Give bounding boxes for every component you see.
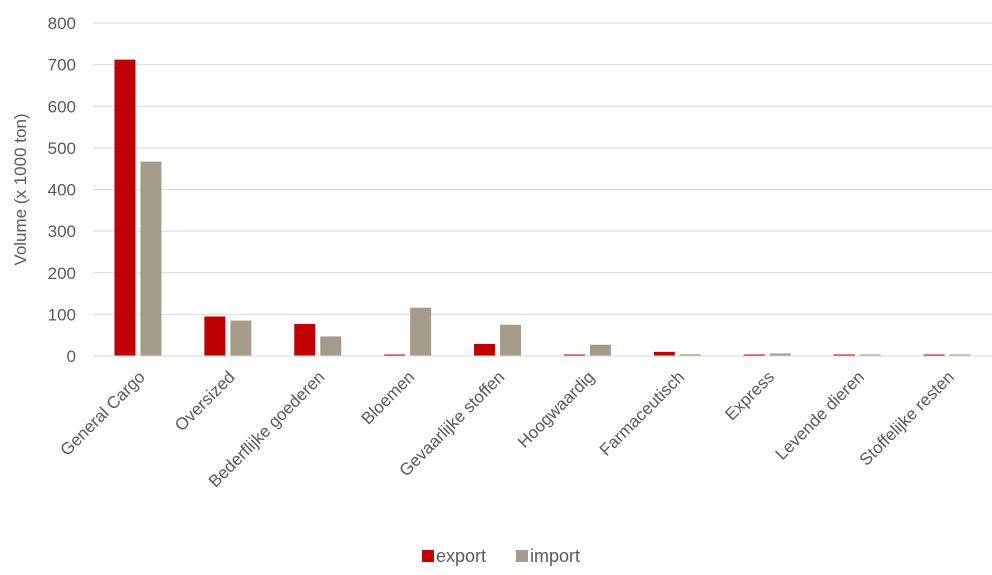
bar-import (140, 161, 162, 356)
bar-export (474, 343, 496, 356)
y-tick-label: 800 (48, 14, 76, 33)
bar-import (679, 354, 701, 356)
x-category-label: Stoffelijke resten (856, 367, 958, 469)
legend: export import (422, 546, 580, 566)
bar-import (500, 324, 522, 356)
legend-swatch-import (516, 550, 528, 562)
bar-export (114, 59, 136, 356)
y-tick-label: 600 (48, 97, 76, 116)
bar-export (653, 351, 675, 356)
bars (114, 59, 971, 356)
bar-import (320, 336, 342, 356)
bar-import (410, 307, 432, 356)
gridlines (93, 22, 992, 315)
y-tick-label: 400 (48, 181, 76, 200)
legend-label-export: export (436, 546, 486, 566)
bar-import (589, 344, 611, 356)
bar-import (859, 354, 881, 356)
y-tick-label: 0 (67, 347, 76, 366)
y-tick-label: 100 (48, 305, 76, 324)
bar-export (204, 316, 226, 356)
bar-import (949, 354, 971, 356)
legend-swatch-export (422, 550, 434, 562)
x-category-label: Hoogwaardig (514, 367, 598, 451)
y-tick-label: 700 (48, 56, 76, 75)
x-category-label: Express (721, 367, 778, 424)
bar-export (833, 354, 855, 356)
y-tick-label: 300 (48, 222, 76, 241)
bar-export (294, 323, 316, 356)
x-category-label: Farmaceutisch (596, 367, 688, 459)
x-category-label: Levende dieren (772, 367, 868, 463)
y-axis-ticks: 0 100 200 300 400 500 600 700 800 (48, 14, 76, 366)
x-category-label: Oversized (171, 367, 239, 435)
bar-export (384, 354, 406, 356)
bar-export (563, 354, 585, 356)
y-axis-title: Volume (x 1000 ton) (11, 113, 30, 265)
y-tick-label: 200 (48, 264, 76, 283)
y-tick-label: 500 (48, 139, 76, 158)
bar-export (743, 354, 765, 356)
bar-import (230, 320, 252, 356)
legend-label-import: import (530, 546, 580, 566)
bar-export (923, 354, 945, 356)
x-category-label: General Cargo (56, 367, 148, 459)
x-category-label: Bloemen (358, 367, 419, 428)
bar-import (769, 353, 791, 356)
